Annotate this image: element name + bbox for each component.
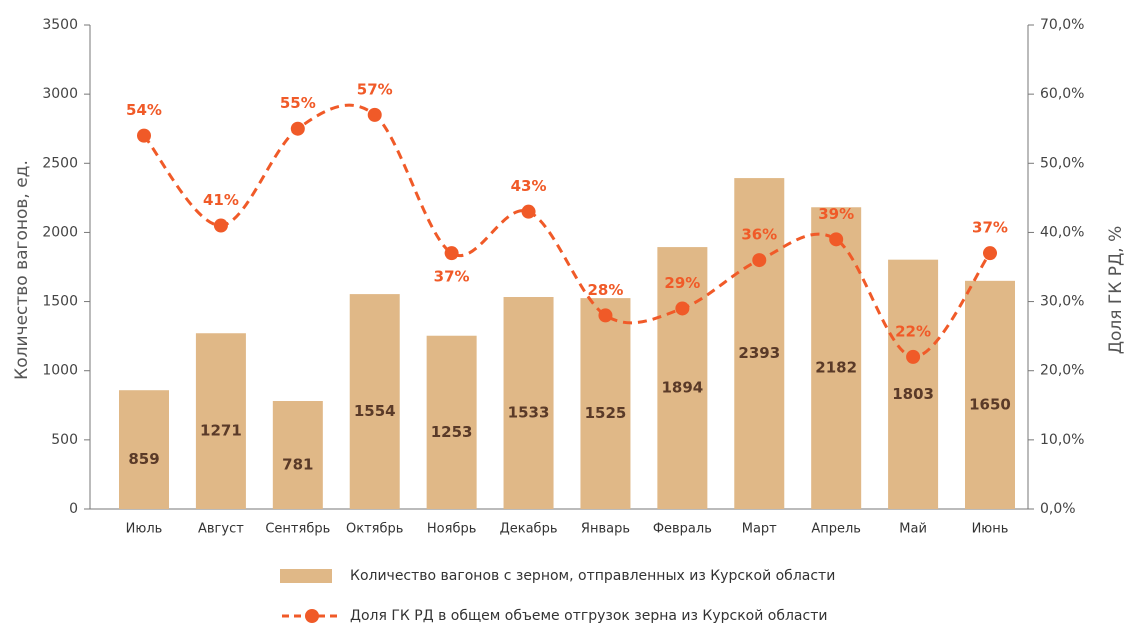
bar xyxy=(272,400,323,509)
line-point xyxy=(675,301,690,316)
bar xyxy=(888,259,939,509)
legend-label: Доля ГК РД в общем объеме отгрузок зерна… xyxy=(350,608,827,624)
y-tick-label: 1500 xyxy=(42,294,78,310)
y-tick-label: 1000 xyxy=(42,363,78,379)
bar-label: 1554 xyxy=(354,402,396,420)
x-tick-label: Октябрь xyxy=(346,522,403,537)
bar xyxy=(119,390,169,509)
y-tick-label: 3500 xyxy=(42,17,78,33)
bar xyxy=(195,333,246,509)
y-tick-label: 3000 xyxy=(42,86,78,102)
bar xyxy=(580,298,631,509)
line-label: 41% xyxy=(203,191,239,209)
line-point xyxy=(521,204,536,219)
line-label: 43% xyxy=(511,177,547,195)
bar-label: 859 xyxy=(128,450,159,468)
x-tick-label: Февраль xyxy=(653,522,712,537)
y-tick-label: 0 xyxy=(69,501,78,517)
x-tick-label: Август xyxy=(198,522,244,537)
y2-tick-label: 50,0% xyxy=(1040,155,1084,171)
line-point xyxy=(137,128,151,143)
line-label: 37% xyxy=(972,219,1008,237)
bar xyxy=(426,335,477,509)
x-tick-label: Ноябрь xyxy=(427,522,476,537)
bar xyxy=(349,294,400,509)
line-point xyxy=(213,218,228,233)
bar xyxy=(503,297,554,509)
y2-tick-label: 10,0% xyxy=(1040,432,1084,448)
y2-axis-title: Доля ГК РД, % xyxy=(1106,226,1126,355)
line xyxy=(142,103,992,359)
line-label: 57% xyxy=(357,80,393,98)
bar-label: 1271 xyxy=(200,422,242,440)
bar-label: 2393 xyxy=(738,344,780,362)
x-tick-label: Июнь xyxy=(972,522,1009,537)
line-point xyxy=(983,246,997,261)
bar xyxy=(734,178,785,510)
bar-label: 1525 xyxy=(585,404,627,422)
line-label: 22% xyxy=(895,322,931,340)
x-tick-label: Январь xyxy=(581,522,630,537)
x-tick-label: Апрель xyxy=(811,522,861,537)
line-point xyxy=(752,253,767,268)
y2-tick-label: 70,0% xyxy=(1040,17,1084,33)
line-label: 55% xyxy=(280,94,316,112)
bar-label: 1894 xyxy=(661,379,703,397)
bar-label: 781 xyxy=(282,455,313,473)
y2-tick-label: 20,0% xyxy=(1040,363,1084,379)
y-tick-label: 500 xyxy=(51,432,78,448)
bar-label: 1650 xyxy=(969,395,1011,413)
line-point xyxy=(444,246,459,261)
x-tick-label: Декабрь xyxy=(500,522,558,537)
y2-tick-label: 40,0% xyxy=(1040,224,1084,240)
line-label: 28% xyxy=(588,281,624,299)
y2-tick-label: 0,0% xyxy=(1040,501,1076,517)
legend-label: Количество вагонов с зерном, отправленны… xyxy=(350,568,835,584)
bar-label: 1803 xyxy=(892,385,934,403)
y-tick-label: 2000 xyxy=(42,224,78,240)
y-tick-label: 2500 xyxy=(42,155,78,171)
x-tick-label: Сентябрь xyxy=(265,522,330,537)
legend-swatch xyxy=(305,609,319,623)
line-label: 29% xyxy=(664,274,700,292)
line-label: 54% xyxy=(126,101,162,119)
line-point xyxy=(829,232,844,247)
x-tick-label: Март xyxy=(742,522,777,537)
x-tick-label: Июль xyxy=(126,522,163,537)
y-axis-title: Количество вагонов, ед. xyxy=(12,160,32,380)
bar xyxy=(965,280,1015,509)
legend-swatch xyxy=(280,569,332,583)
line-label: 37% xyxy=(434,268,470,286)
bar-label: 2182 xyxy=(815,359,857,377)
line-label: 36% xyxy=(741,226,777,244)
line-point xyxy=(290,121,305,136)
y2-tick-label: 60,0% xyxy=(1040,86,1084,102)
line-point xyxy=(598,308,613,323)
bar-label: 1253 xyxy=(431,423,473,441)
line-point xyxy=(906,349,921,364)
bar xyxy=(657,247,708,509)
bar-label: 1533 xyxy=(508,404,550,422)
y2-tick-label: 30,0% xyxy=(1040,294,1084,310)
line-label: 39% xyxy=(818,205,854,223)
line-point xyxy=(367,107,382,122)
x-tick-label: Май xyxy=(899,522,927,537)
